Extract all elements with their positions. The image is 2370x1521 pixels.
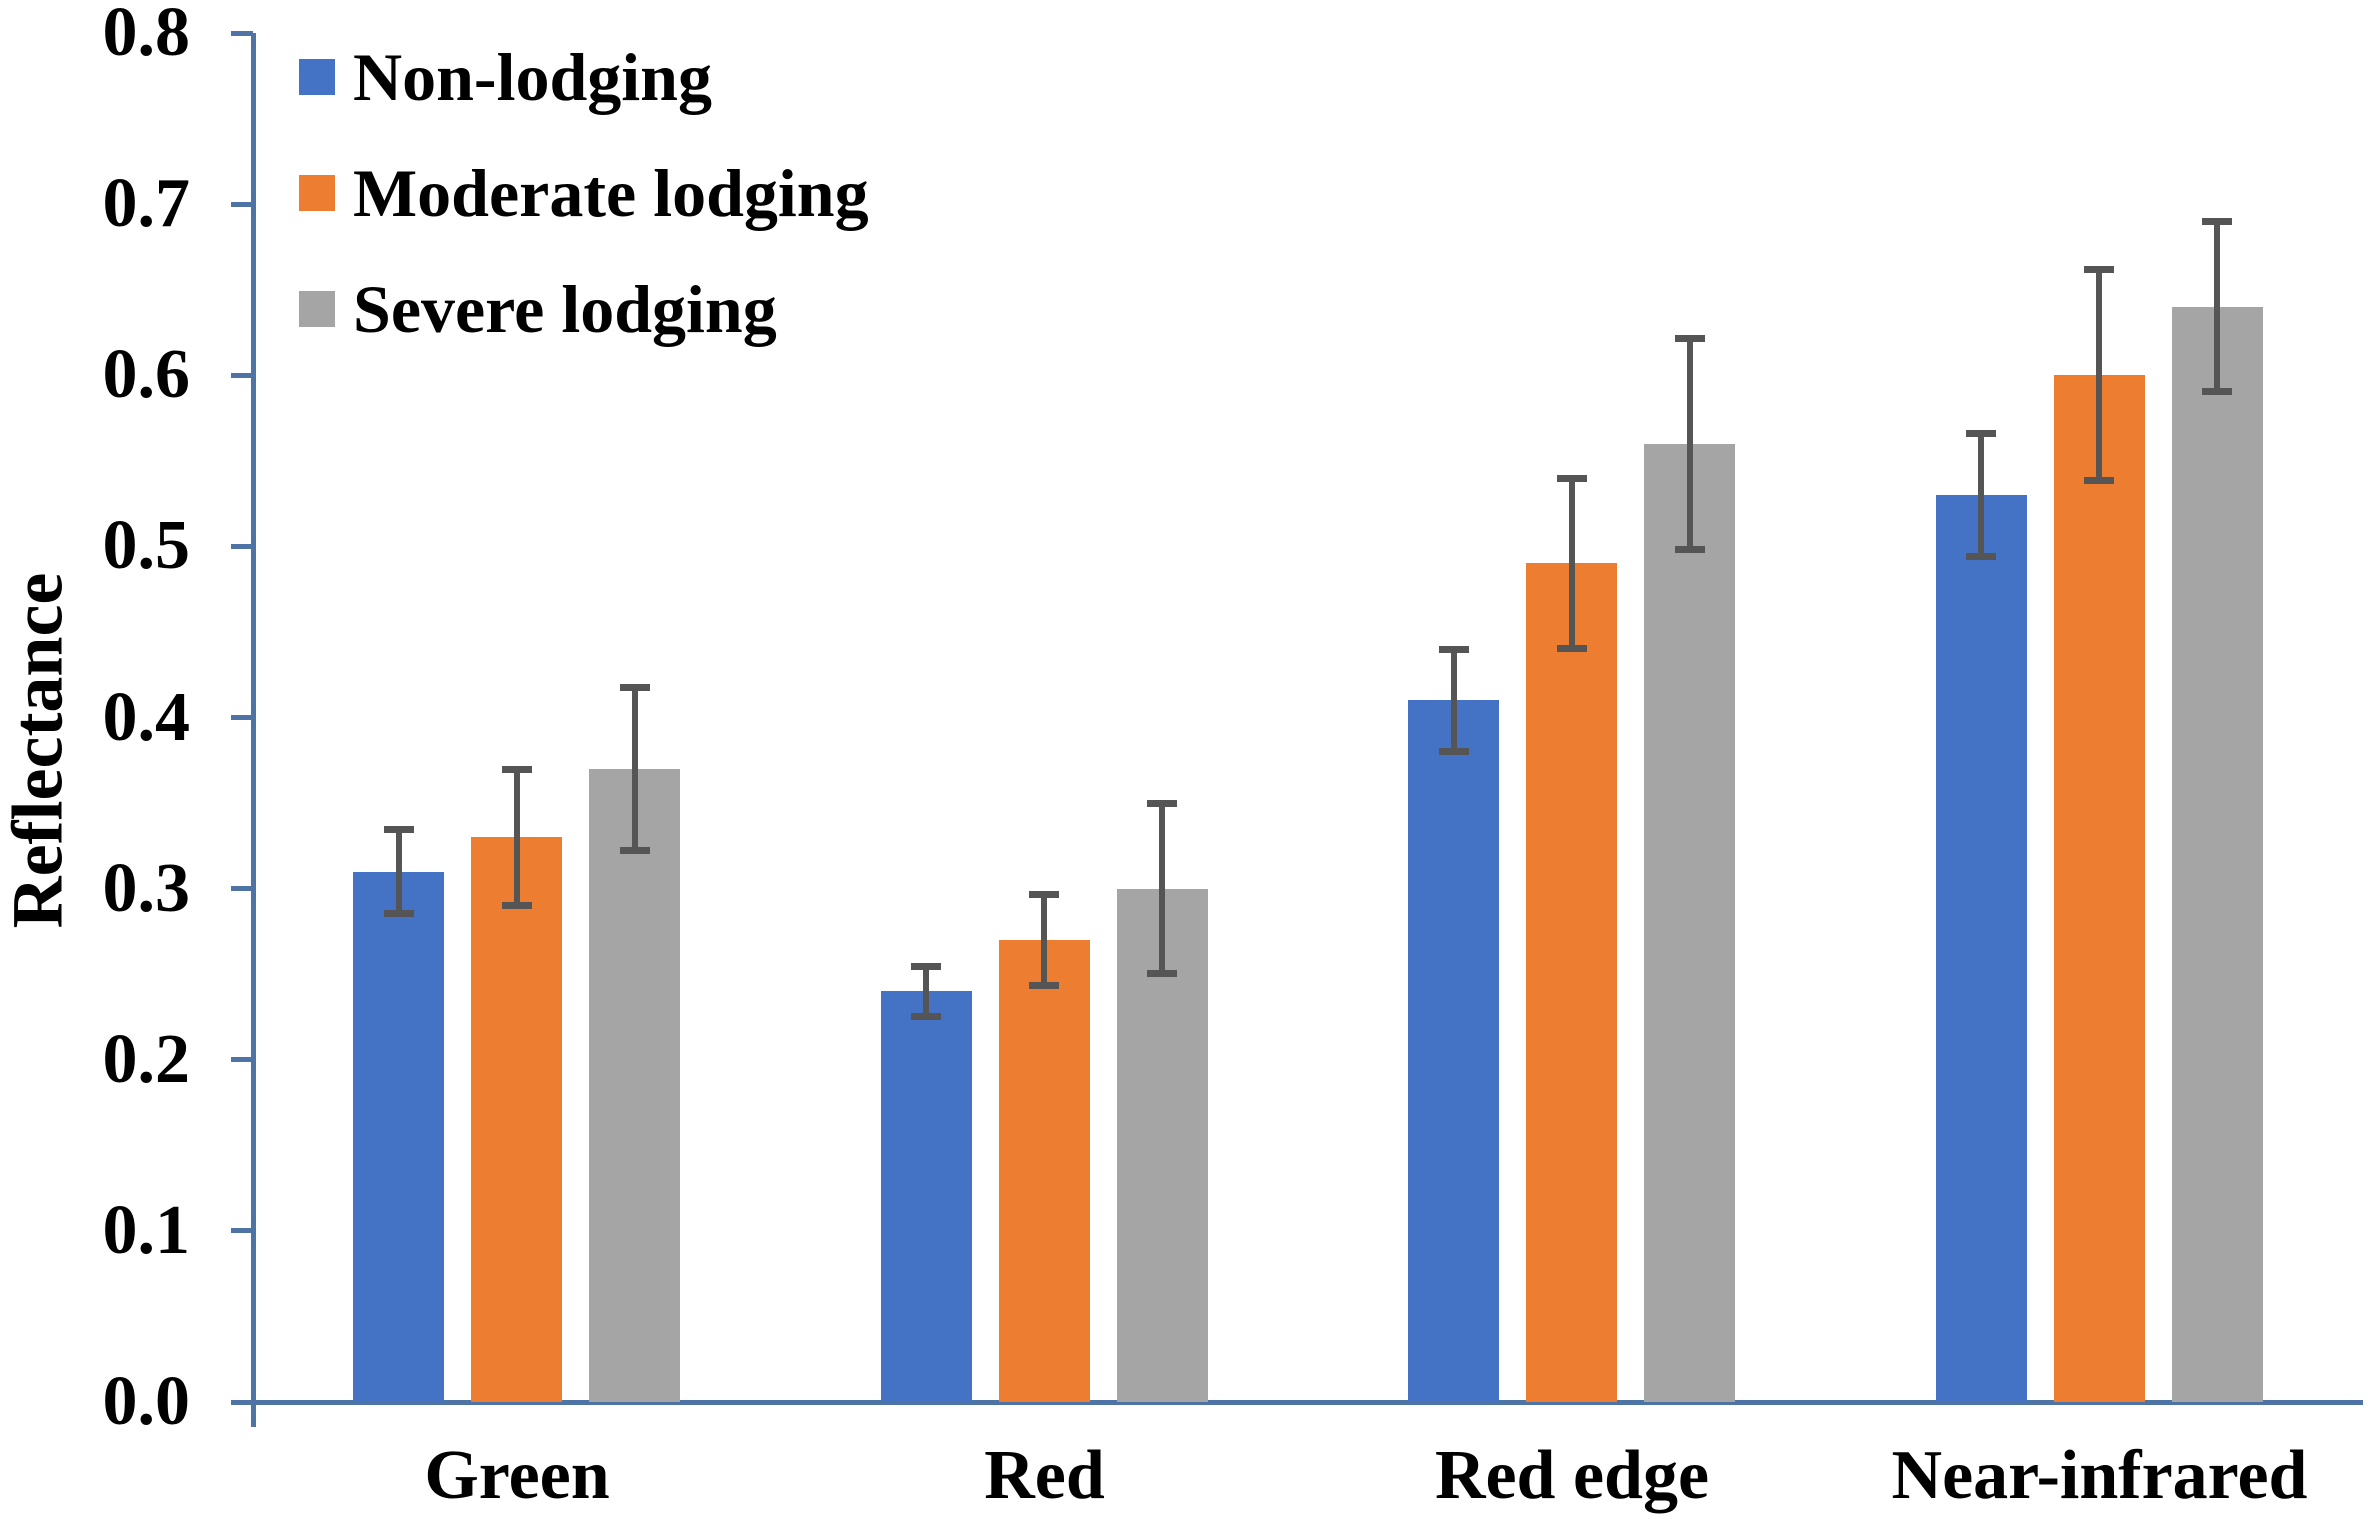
y-tick-label: 0.0 [102,1363,191,1440]
error-bar-cap-bottom [501,901,532,909]
x-category-label-near-infrared: Near-infrared [1891,1437,2308,1514]
y-tick [231,1399,253,1405]
error-bar-cap-bottom [383,910,414,918]
bar-red-moderate-lodging [998,939,1090,1402]
plot-area: 0.0 0.1 0.2 0.3 0.4 0.5 0.6 0.7 0.8 Non-lodging M… [103,0,2363,1511]
y-tick-label: 0.1 [102,1191,191,1269]
bar-green-moderate-lodging [471,837,563,1402]
error-bar-line [1978,433,1985,557]
error-bar-cap-bottom [619,846,650,854]
y-tick [231,543,253,549]
legend-label: Non-lodging [353,39,712,115]
y-tick-label: 0.2 [102,1020,191,1098]
error-bar-cap-bottom [2084,477,2115,485]
error-bar-line [1041,893,1048,987]
legend-item-moderate-lodging: Moderate lodging [299,157,869,229]
legend-item-severe-lodging: Severe lodging [299,273,869,345]
error-bar-cap-top [501,765,532,773]
y-tick [231,372,253,378]
y-tick-label: 0.6 [102,336,191,414]
error-bar-line [1568,477,1575,650]
error-bar-cap-top [383,825,414,833]
y-tick [231,1057,253,1063]
x-category-label-red-edge: Red edge [1434,1437,1710,1514]
error-bar-cap-top [1029,890,1060,898]
legend-swatch-icon [299,175,335,211]
y-tick [231,886,253,892]
error-bar-cap-top [1674,334,1705,342]
bar-near-infrared-moderate-lodging [2053,375,2145,1402]
bar-near-infrared-non-lodging [1935,495,2027,1402]
error-bar-line [2214,221,2221,393]
error-bar-cap-top [2084,266,2115,274]
legend-item-non-lodging: Non-lodging [299,41,869,113]
error-bar-cap-top [1438,646,1469,654]
error-bar-cap-top [1147,800,1178,808]
error-bar-cap-top [911,962,942,970]
bar-red-edge-severe-lodging [1644,443,1736,1402]
error-bar-cap-top [619,683,650,691]
error-bar-cap-bottom [911,1012,942,1020]
error-bar-line [1450,649,1457,752]
x-category-label-red: Red [984,1437,1105,1514]
legend-swatch-icon [299,291,335,327]
y-tick [231,30,253,36]
y-tick [231,1228,253,1234]
error-bar-cap-top [1556,474,1587,482]
x-axis-line [233,1400,2363,1405]
legend-label: Moderate lodging [353,155,869,231]
y-tick-label: 0.8 [102,0,191,71]
error-bar-cap-top [1966,430,1997,438]
error-bar-cap-bottom [1674,545,1705,553]
y-tick [231,715,253,720]
error-bar-cap-bottom [1147,970,1178,978]
x-category-label-green: Green [424,1437,610,1514]
error-bar-line [1159,803,1166,975]
error-bar-cap-bottom [2202,388,2233,396]
y-tick-label: 0.5 [102,507,191,585]
error-bar-line [2096,269,2103,482]
error-bar-line [395,828,402,915]
error-bar-cap-bottom [1556,645,1587,653]
y-axis-line [251,33,256,1427]
bar-green-non-lodging [353,871,445,1402]
bar-red-non-lodging [880,991,972,1402]
error-bar-line [1686,337,1693,550]
error-bar-cap-top [2202,218,2233,226]
legend-label: Severe lodging [353,271,777,347]
error-bar-cap-bottom [1029,982,1060,990]
error-bar-cap-bottom [1438,747,1469,755]
y-tick-label: 0.7 [102,165,191,243]
error-bar-line [631,686,638,851]
y-tick-label: 0.4 [102,678,191,756]
legend: Non-lodging Moderate lodging Severe lodgin… [299,41,869,345]
error-bar-line [923,965,930,1017]
y-tick-label: 0.3 [102,849,191,927]
error-bar-cap-bottom [1966,552,1997,560]
bar-red-edge-non-lodging [1408,700,1500,1402]
bar-near-infrared-severe-lodging [2171,306,2263,1402]
bar-red-edge-moderate-lodging [1526,563,1618,1402]
y-tick [231,201,253,207]
error-bar-line [513,768,520,906]
legend-swatch-icon [299,59,335,95]
bar-green-severe-lodging [589,768,681,1402]
